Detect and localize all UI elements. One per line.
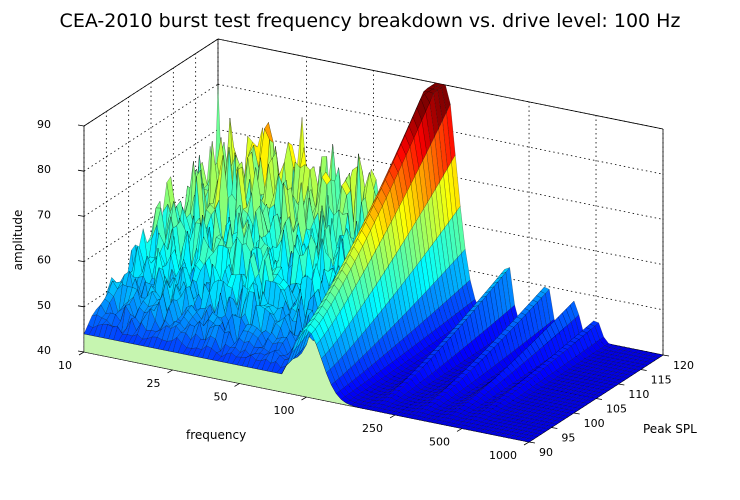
x-tick-label: 10 — [58, 359, 72, 372]
z-tick-mark — [77, 124, 85, 127]
y-tick-mark — [528, 441, 536, 444]
x-tick-label: 1000 — [489, 449, 517, 462]
y-tick-mark — [595, 398, 603, 400]
z-tick-mark — [77, 305, 85, 308]
x-tick-mark — [456, 428, 463, 432]
y-tick-label: 120 — [673, 359, 694, 372]
z-tick-label: 90 — [37, 118, 51, 131]
y-axis-label: Peak SPL — [643, 422, 697, 436]
grid-line — [217, 129, 664, 220]
x-tick-label: 50 — [214, 390, 228, 403]
chart-title: CEA-2010 burst test frequency breakdown … — [60, 10, 681, 32]
x-tick-label: 25 — [147, 377, 161, 390]
y-tick-mark — [551, 427, 558, 429]
y-tick-label: 95 — [561, 432, 575, 445]
z-tick-label: 60 — [37, 254, 51, 267]
grid-line — [217, 83, 664, 175]
x-tick-mark — [167, 369, 173, 374]
grid-line — [217, 174, 664, 265]
x-tick-label: 100 — [274, 404, 295, 417]
y-tick-label: 105 — [606, 403, 627, 416]
y-tick-label: 110 — [628, 388, 649, 401]
z-tick-mark — [77, 215, 85, 217]
axis-edge — [83, 38, 219, 127]
y-tick-mark — [618, 383, 625, 386]
x-tick-mark — [389, 414, 396, 419]
x-tick-label: 250 — [362, 422, 383, 435]
z-tick-label: 70 — [37, 208, 51, 221]
z-tick-label: 40 — [37, 344, 51, 357]
grid-line — [217, 219, 664, 311]
y-tick-mark — [662, 354, 670, 357]
z-tick-mark — [77, 260, 85, 262]
x-tick-mark — [234, 383, 240, 387]
y-tick-label: 90 — [539, 446, 553, 459]
surface-patch — [523, 438, 534, 443]
y-tick-mark — [640, 369, 647, 371]
x-tick-mark — [523, 441, 530, 446]
x-tick-label: 500 — [429, 435, 450, 448]
surface-plot — [83, 82, 664, 443]
z-tick-mark — [77, 169, 85, 172]
y-tick-mark — [573, 412, 580, 415]
x-tick-mark — [78, 351, 85, 356]
z-tick-label: 80 — [37, 163, 51, 176]
x-axis-label: frequency — [186, 428, 246, 442]
y-tick-label: 115 — [651, 374, 672, 387]
y-tick-label: 100 — [584, 417, 605, 430]
z-tick-label: 50 — [37, 299, 51, 312]
z-axis-label: amplitude — [11, 210, 25, 271]
z-tick-mark — [77, 350, 85, 353]
x-tick-mark — [301, 396, 307, 401]
